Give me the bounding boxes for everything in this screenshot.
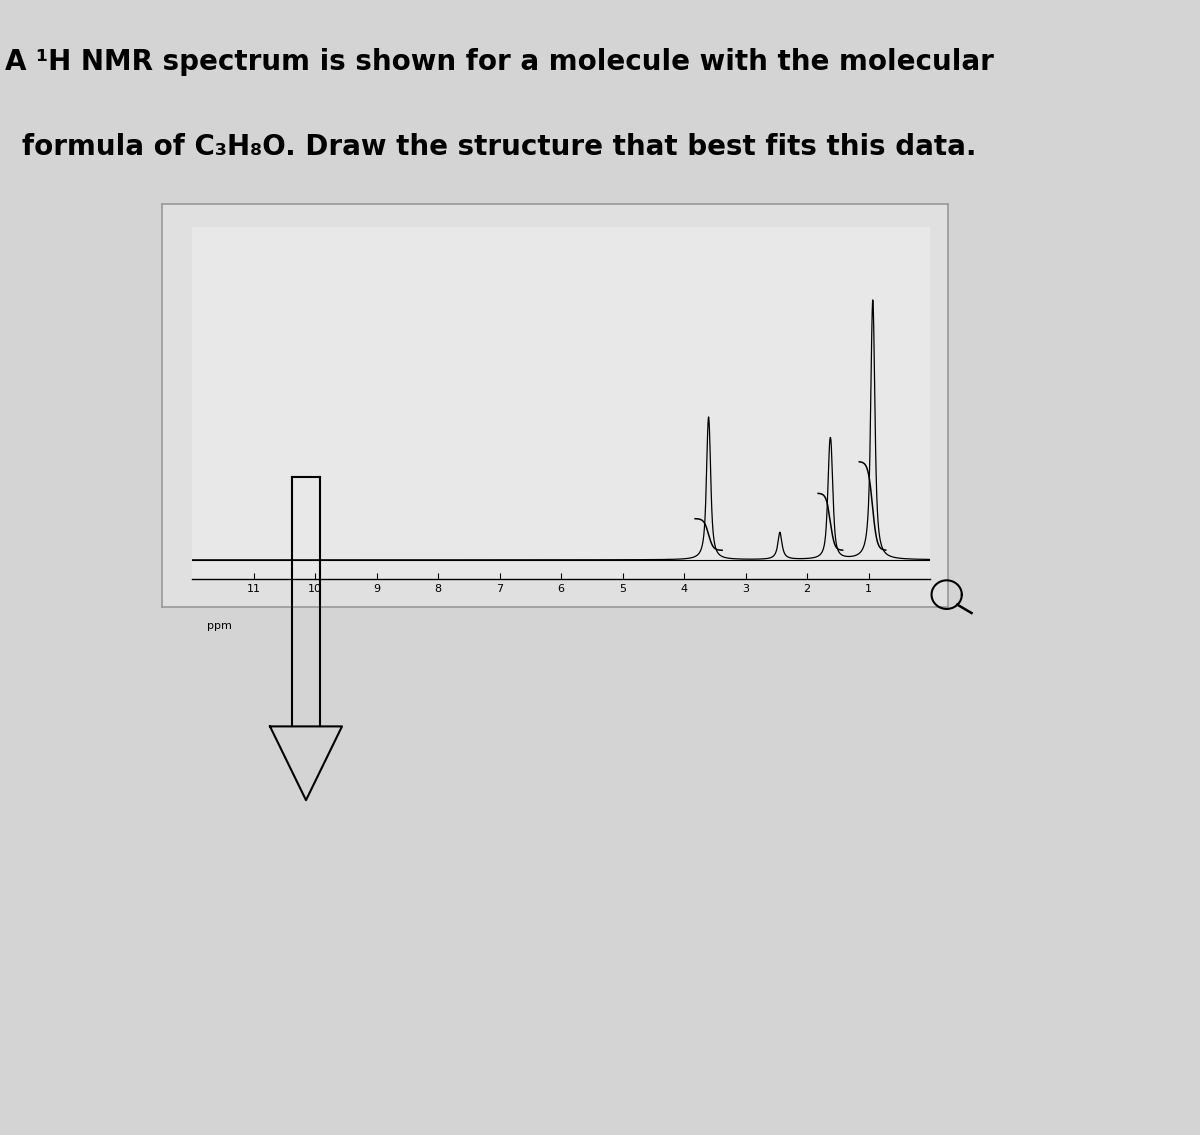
Text: formula of C₃H₈O. Draw the structure that best fits this data.: formula of C₃H₈O. Draw the structure tha…	[22, 133, 977, 161]
Text: ppm: ppm	[206, 621, 232, 631]
Text: A ¹H NMR spectrum is shown for a molecule with the molecular: A ¹H NMR spectrum is shown for a molecul…	[5, 49, 994, 76]
